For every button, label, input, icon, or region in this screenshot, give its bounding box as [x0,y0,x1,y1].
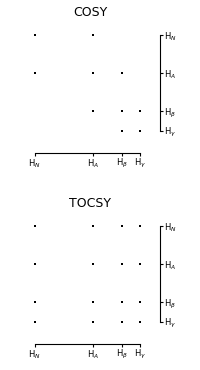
Point [138,319,141,324]
Point [33,261,36,267]
Point [120,70,124,76]
Point [138,261,141,267]
Point [33,319,36,324]
Point [33,223,36,229]
Point [120,128,124,134]
Point [120,299,124,305]
Title: COSY: COSY [73,6,107,18]
Point [120,108,124,114]
Point [138,223,141,229]
Point [33,31,36,37]
Point [120,223,124,229]
Point [120,261,124,267]
Point [91,31,95,37]
Point [138,299,141,305]
Title: TOCSY: TOCSY [69,196,111,209]
Point [138,128,141,134]
Point [91,108,95,114]
Point [91,223,95,229]
Point [138,108,141,114]
Point [120,319,124,324]
Point [33,299,36,305]
Point [91,319,95,324]
Point [33,70,36,76]
Point [91,299,95,305]
Point [91,261,95,267]
Point [91,70,95,76]
